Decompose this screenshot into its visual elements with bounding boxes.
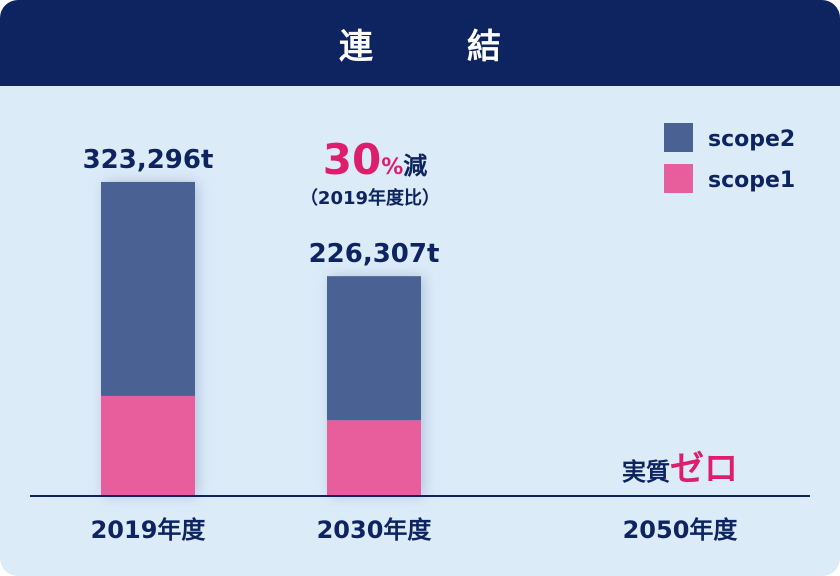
zero-label-prefix: 実質 [622, 458, 670, 486]
bar-group-1 [327, 276, 421, 496]
legend-swatch-scope2 [664, 123, 693, 152]
bar-scope1-1 [327, 420, 421, 496]
zero-label: 実質ゼロ [622, 449, 738, 489]
reduction-note: （2019年度比） [300, 187, 440, 209]
bar-scope2-1 [327, 276, 421, 421]
reduction-value: 30 [323, 135, 381, 184]
legend-label-scope1: scope1 [708, 168, 795, 193]
reduction-suffix: 減 [403, 152, 427, 180]
legend: scope2 scope1 [664, 123, 795, 193]
bar-scope2-0 [101, 181, 195, 396]
bar-scope1-0 [101, 395, 195, 496]
chart-title: 連 結 [0, 0, 840, 86]
total-label-1: 226,307t [309, 239, 440, 269]
reduction-annotation: 30%減 [323, 135, 428, 184]
bar-group-0 [101, 181, 195, 496]
legend-swatch-scope1 [664, 164, 693, 193]
x-tick-label-0: 2019年度 [91, 516, 207, 544]
x-tick-label-2: 2050年度 [623, 516, 739, 544]
total-label-0: 323,296t [83, 145, 214, 175]
x-tick-label-1: 2030年度 [317, 516, 433, 544]
legend-label-scope2: scope2 [708, 127, 795, 152]
zero-label-highlight: ゼロ [670, 449, 738, 489]
reduction-unit: % [381, 155, 403, 180]
stacked-bar-chart: 2019年度 2030年度 2050年度 323,296t 226,307t 30%減… [30, 123, 810, 544]
